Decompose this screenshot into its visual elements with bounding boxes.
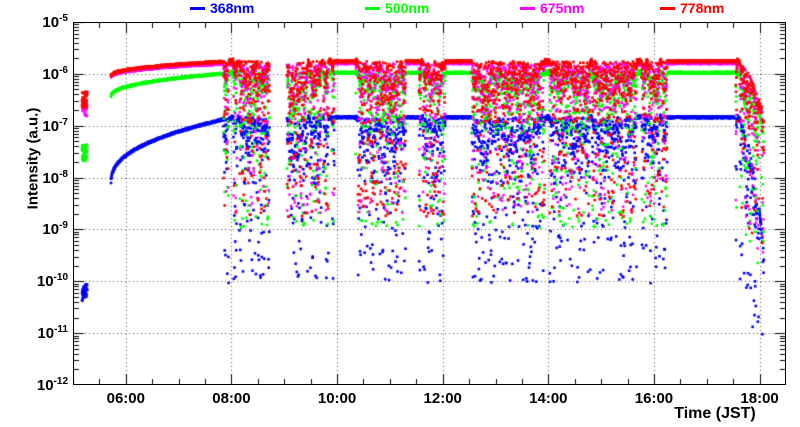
y-tick--6: 10-6 — [42, 64, 68, 83]
legend-swatch-368nm — [190, 6, 205, 10]
y-axis-title: Intensity (a.u.) — [24, 107, 42, 210]
y-tick--12: 10-12 — [36, 376, 68, 394]
plot-canvas — [73, 22, 786, 385]
legend-label-778nm: 778nm — [680, 0, 725, 16]
y-tick--9: 10-9 — [42, 220, 68, 239]
y-tick--7: 10-7 — [42, 116, 68, 135]
x-axis-title: Time (JST) — [674, 405, 756, 422]
legend-item-500nm: 500nm — [365, 1, 429, 15]
legend-item-368nm: 368nm — [190, 1, 254, 15]
y-tick--8: 10-8 — [42, 168, 68, 187]
legend-label-368nm: 368nm — [210, 0, 255, 16]
y-tick--10: 10-10 — [36, 272, 68, 291]
x-tick-06:00: 06:00 — [106, 390, 145, 407]
legend-item-675nm: 675nm — [520, 1, 584, 15]
x-tick-10:00: 10:00 — [317, 390, 357, 407]
x-tick-08:00: 08:00 — [212, 390, 251, 407]
x-tick-18:00: 18:00 — [740, 390, 779, 407]
plot-frame — [73, 22, 786, 385]
legend-label-500nm: 500nm — [385, 0, 430, 16]
legend-swatch-778nm — [660, 6, 675, 10]
x-tick-14:00: 14:00 — [529, 390, 568, 407]
y-axis-tick-labels: 10-5 10-6 10-7 10-8 10-9 10-10 10-11 10-12 — [0, 0, 68, 427]
legend-swatch-675nm — [520, 6, 535, 10]
legend-swatch-500nm — [365, 6, 380, 10]
legend-label-675nm: 675nm — [540, 0, 585, 16]
y-tick--11: 10-11 — [37, 324, 68, 343]
chart-legend: 368nm 500nm 675nm 778nm — [0, 0, 800, 20]
x-tick-12:00: 12:00 — [423, 390, 462, 407]
y-tick--5: 10-5 — [42, 13, 68, 31]
legend-item-778nm: 778nm — [660, 1, 724, 15]
x-tick-16:00: 16:00 — [634, 390, 674, 407]
